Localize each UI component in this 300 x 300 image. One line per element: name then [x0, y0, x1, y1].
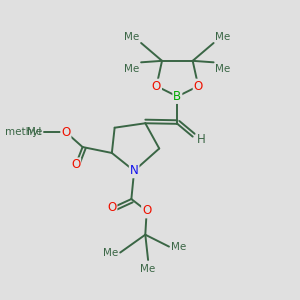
Text: Me: Me	[215, 64, 230, 74]
Text: N: N	[130, 164, 139, 177]
Text: O: O	[194, 80, 203, 93]
Text: O: O	[152, 80, 161, 93]
Text: Me: Me	[215, 32, 230, 41]
Text: Me: Me	[103, 248, 118, 257]
Text: H: H	[197, 133, 206, 146]
Text: Me: Me	[124, 64, 140, 74]
Text: O: O	[71, 158, 80, 171]
Text: O: O	[142, 204, 151, 218]
Text: Me: Me	[27, 127, 42, 136]
Text: methyl: methyl	[5, 127, 41, 137]
Text: Me: Me	[171, 242, 187, 252]
Text: O: O	[61, 126, 70, 139]
Text: Me: Me	[140, 264, 156, 274]
Text: Me: Me	[124, 32, 140, 41]
Text: O: O	[107, 202, 116, 214]
Text: B: B	[173, 90, 181, 103]
